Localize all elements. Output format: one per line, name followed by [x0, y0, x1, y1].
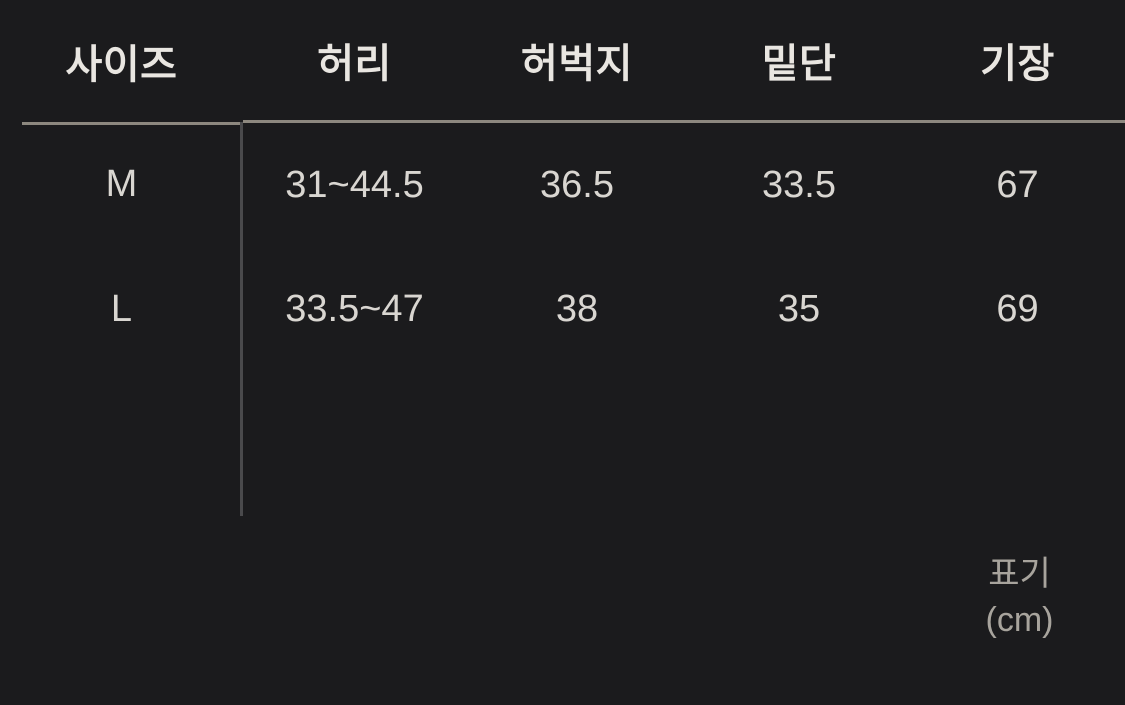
footnote-line-unit: (cm) [985, 600, 1054, 639]
cell-empty [688, 371, 910, 516]
table-row: L 33.5~47 38 35 69 [0, 247, 1125, 371]
column-header-waist: 허리 [317, 42, 392, 86]
cell-empty [466, 371, 688, 516]
footnote-line-label: 표기 [988, 555, 1051, 593]
measurement-table: 사이즈 허리 허벅지 밑단 기장 M 31~44.5 36.5 33.5 67 … [0, 0, 1125, 517]
cell-thigh: 38 [555, 287, 599, 330]
header-row: 사이즈 허리 허벅지 밑단 기장 [0, 0, 1125, 122]
column-header-size: 사이즈 [65, 42, 178, 87]
cell-waist: 33.5~47 [285, 287, 424, 330]
cell-length: 69 [996, 287, 1039, 330]
table-body: M 31~44.5 36.5 33.5 67 L 33.5~47 38 35 6… [0, 120, 1125, 517]
cell-empty [910, 371, 1125, 516]
cell-waist: 31~44.5 [243, 120, 466, 247]
column-header-hem: 밑단 [761, 42, 837, 86]
cell-hem: 35 [777, 287, 821, 330]
cell-size: L [0, 247, 243, 371]
column-header-length: 기장 [980, 42, 1055, 86]
table-row-empty [0, 371, 1125, 516]
unit-footnote: 표기 (cm) [912, 552, 1125, 644]
cell-size: M [0, 121, 243, 247]
cell-hem: 33.5 [688, 120, 910, 247]
column-header-thigh: 허벅지 [521, 42, 633, 86]
cell-empty [0, 371, 243, 516]
cell-length: 67 [910, 120, 1125, 247]
table-row: M 31~44.5 36.5 33.5 67 [0, 120, 1125, 247]
cell-thigh: 36.5 [466, 120, 688, 247]
cell-empty [243, 371, 466, 516]
table-header: 사이즈 허리 허벅지 밑단 기장 [0, 0, 1125, 122]
